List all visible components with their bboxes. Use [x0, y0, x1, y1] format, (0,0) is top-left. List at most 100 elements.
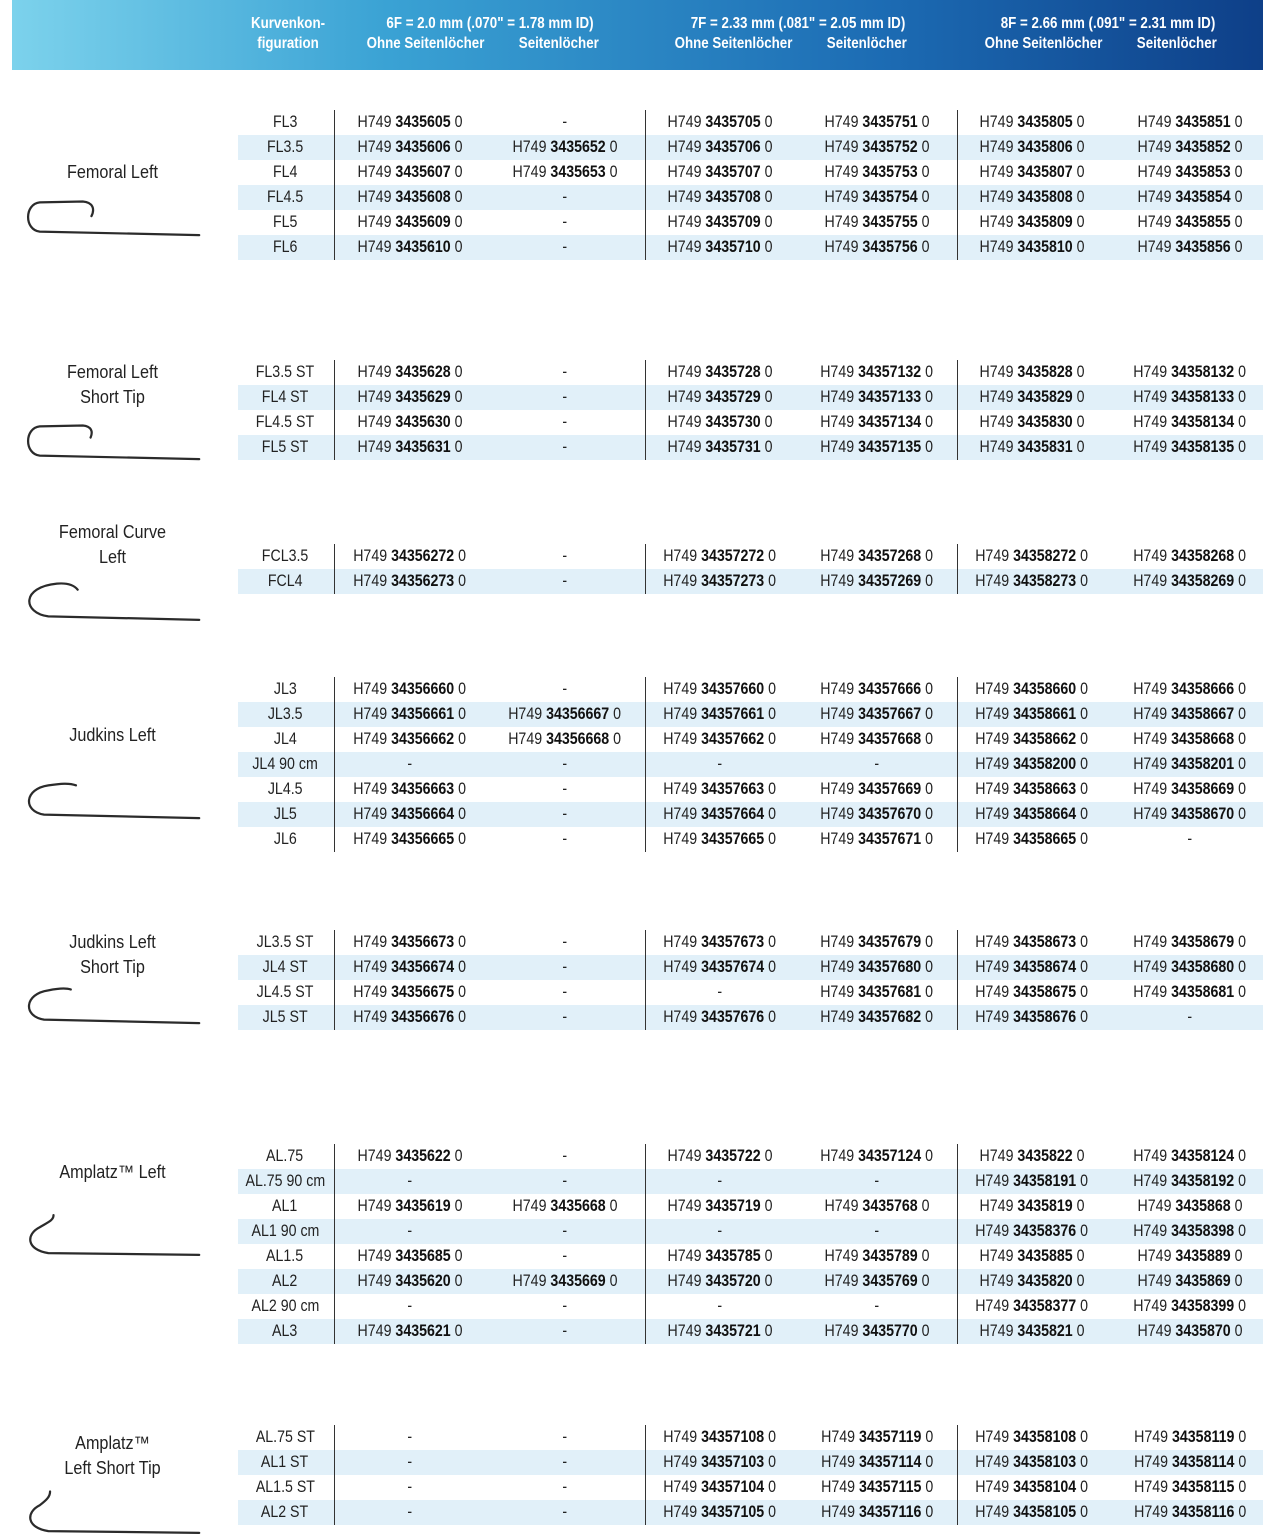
- part-number-cell: H749 3435607 0: [333, 160, 487, 185]
- part-number-cell: -: [488, 385, 642, 410]
- part-prefix: H749: [824, 1247, 859, 1265]
- part-prefix: H749: [357, 413, 392, 431]
- part-number: H749 34358377 0: [976, 1294, 1089, 1319]
- part-number-cell: H749 3435821 0: [955, 1319, 1109, 1344]
- part-suffix: 0: [458, 547, 467, 565]
- part-suffix: 0: [1238, 680, 1247, 698]
- part-prefix: H749: [820, 1147, 855, 1165]
- part-suffix: 0: [1238, 933, 1247, 951]
- part-number-cell: H749 3435852 0: [1113, 135, 1263, 160]
- part-code: 3435753: [862, 163, 918, 181]
- part-suffix: 0: [1080, 805, 1089, 823]
- part-code: 3435809: [1017, 213, 1073, 231]
- part-code: 34356674: [391, 958, 455, 976]
- part-number: H749 3435669 0: [512, 1269, 617, 1294]
- config-value: FL3.5: [266, 138, 304, 156]
- part-prefix: H749: [1133, 1503, 1168, 1521]
- part-code: 3435755: [862, 213, 918, 231]
- part-number-cell: H749 34358114 0: [1113, 1450, 1263, 1475]
- part-prefix: H749: [975, 1222, 1010, 1240]
- part-code: 34357674: [701, 958, 765, 976]
- config-cell: AL1.5: [235, 1244, 335, 1269]
- part-code: 3435770: [862, 1322, 918, 1340]
- part-suffix: 0: [925, 1453, 934, 1471]
- not-available-dash: -: [874, 1222, 880, 1240]
- part-suffix: 0: [1076, 163, 1085, 181]
- config-cell: FL5 ST: [235, 435, 335, 460]
- part-number-cell: H749 34358273 0: [955, 569, 1109, 594]
- table-row: JL4 90 cm - - - - H749 34358200 0 H749 3435820…: [238, 752, 1263, 777]
- part-number-cell: H749 34358192 0: [1113, 1169, 1263, 1194]
- part-suffix: 0: [1080, 1222, 1089, 1240]
- part-code: 3435653: [550, 163, 606, 181]
- part-suffix: 0: [458, 830, 467, 848]
- part-number-cell: -: [488, 1244, 642, 1269]
- part-code: 34357673: [701, 933, 765, 951]
- part-number-cell: H749 34357105 0: [643, 1500, 797, 1525]
- part-number-cell: H749 34357674 0: [643, 955, 797, 980]
- part-number: H749 34357682 0: [821, 1005, 934, 1030]
- part-number: H749 34357116 0: [821, 1500, 933, 1525]
- part-number: H749 34358272 0: [976, 544, 1089, 569]
- part-suffix: 0: [454, 1197, 463, 1215]
- part-code: 3435854: [1175, 188, 1231, 206]
- part-number: H749 3435822 0: [979, 1144, 1084, 1169]
- part-number: H749 34358133 0: [1134, 385, 1247, 410]
- part-number: H749 34357269 0: [821, 569, 934, 594]
- part-number-cell: H749 34358132 0: [1113, 360, 1263, 385]
- part-code: 3435630: [395, 413, 451, 431]
- not-available-dash: -: [562, 572, 568, 590]
- column-divider: [645, 360, 646, 460]
- part-code: 3435808: [1017, 188, 1073, 206]
- part-suffix: 0: [768, 730, 777, 748]
- part-suffix: 0: [1238, 1297, 1247, 1315]
- part-code: 34357664: [701, 805, 765, 823]
- part-number-cell: -: [333, 1169, 487, 1194]
- part-number: H749 34357105 0: [664, 1500, 777, 1525]
- table-row: FCL3.5 H749 34356272 0- H749 34357272 0 H74…: [238, 544, 1263, 569]
- part-number-cell: H749 3435707 0: [643, 160, 797, 185]
- part-number-cell: H749 34357104 0: [643, 1475, 797, 1500]
- part-code: 34358108: [1013, 1428, 1077, 1446]
- part-number-cell: H749 3435729 0: [643, 385, 797, 410]
- part-number: H749 34358105 0: [976, 1500, 1089, 1525]
- not-available-dash: -: [562, 1453, 568, 1471]
- part-number: -: [563, 360, 568, 385]
- table-row: JL4.5 H749 34356663 0- H749 34357663 0 H749…: [238, 777, 1263, 802]
- part-number: -: [718, 752, 723, 777]
- part-number: H749 3435828 0: [979, 360, 1084, 385]
- part-number: -: [563, 210, 568, 235]
- part-number-cell: H749 34357115 0: [800, 1475, 954, 1500]
- part-code: 3435831: [1017, 438, 1073, 456]
- part-code: 3435631: [395, 438, 451, 456]
- part-number-cell: -: [488, 210, 642, 235]
- part-number: -: [563, 1475, 568, 1500]
- part-number-cell: H749 3435629 0: [333, 385, 487, 410]
- part-number-cell: H749 34357269 0: [800, 569, 954, 594]
- part-suffix: 0: [1238, 1453, 1247, 1471]
- part-number-cell: H749 3435620 0: [333, 1269, 487, 1294]
- part-number: H749 3435809 0: [979, 210, 1084, 235]
- part-code: 3435709: [705, 213, 761, 231]
- not-available-dash: -: [562, 1008, 568, 1026]
- table-row: FL3.5 H749 3435606 0 H749 3435652 0 H749 34…: [238, 135, 1263, 160]
- config-value: AL.75 ST: [255, 1428, 315, 1446]
- part-number-cell: -: [488, 1425, 642, 1450]
- part-code: 3435869: [1175, 1272, 1231, 1290]
- part-code: 3435822: [1017, 1147, 1073, 1165]
- part-prefix: H749: [1133, 388, 1168, 406]
- table-row: AL1 ST - - H749 34357103 0 H749 34357114 0 H7…: [238, 1450, 1263, 1475]
- part-number: H749 3435708 0: [667, 185, 772, 210]
- part-number-cell: H749 3435819 0: [955, 1194, 1109, 1219]
- part-number-cell: H749 34357132 0: [800, 360, 954, 385]
- part-number-cell: H749 34358669 0: [1113, 777, 1263, 802]
- part-suffix: 0: [1080, 730, 1089, 748]
- part-number: H749 3435721 0: [667, 1319, 772, 1344]
- part-code: 3435769: [862, 1272, 918, 1290]
- part-code: 34358679: [1171, 933, 1235, 951]
- config-value: AL.75: [266, 1147, 304, 1165]
- part-code: 34358104: [1013, 1478, 1077, 1496]
- part-prefix: H749: [975, 572, 1010, 590]
- part-suffix: 0: [1080, 572, 1089, 590]
- not-available-dash: -: [874, 755, 880, 773]
